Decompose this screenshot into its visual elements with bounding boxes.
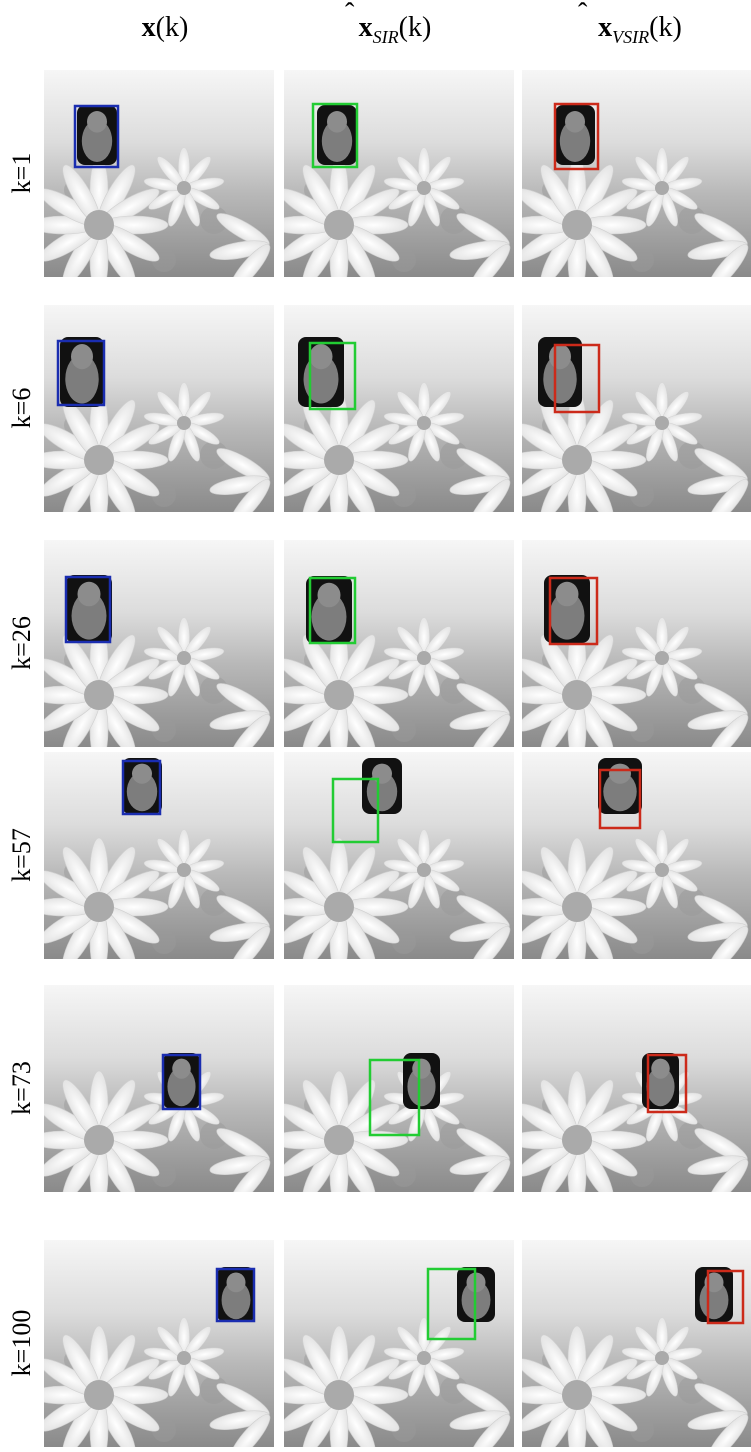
rabbit-head: [327, 111, 347, 133]
rabbit-head: [227, 1273, 246, 1293]
scene-image: [508, 985, 751, 1211]
image-cell: [270, 985, 515, 1211]
rabbit-head: [78, 582, 101, 606]
scene-image: [508, 70, 751, 296]
scene-image: [508, 540, 751, 766]
row-label: k=6: [7, 388, 36, 429]
image-cell: [30, 70, 275, 296]
row-label: k=100: [7, 1310, 36, 1377]
image-cell: [30, 540, 275, 766]
image-cell: [270, 752, 515, 978]
scene-image: [270, 70, 515, 296]
rabbit-head: [372, 764, 392, 784]
image-cell: [508, 305, 751, 531]
scene-image: [30, 985, 275, 1211]
rabbit-head: [549, 344, 571, 369]
rabbit-head: [318, 583, 341, 607]
scene-image: [30, 70, 275, 296]
scene-image: [270, 985, 515, 1211]
rabbit-head: [651, 1059, 670, 1079]
column-header: x(k): [142, 12, 189, 43]
image-cell: [508, 1240, 751, 1452]
rabbit-head: [609, 764, 631, 784]
header-subscript: VSIR: [612, 27, 649, 47]
header-symbol: x: [598, 12, 612, 43]
image-cell: [270, 540, 515, 766]
image-cell: [30, 985, 275, 1211]
rabbit-head: [172, 1059, 191, 1079]
rabbit-head: [71, 344, 93, 369]
scene-image: [30, 540, 275, 766]
header-argument: (k): [649, 12, 682, 43]
hat: ˆ: [345, 0, 355, 29]
image-cell: [30, 752, 275, 978]
row-label: k=26: [7, 616, 36, 670]
header-subscript: SIR: [373, 27, 399, 47]
image-cell: [270, 70, 515, 296]
rabbit-head: [87, 111, 107, 133]
image-cell: [270, 1240, 515, 1452]
rabbit-head: [132, 764, 152, 784]
figure: x(k)xSIR(k)ˆxVSIR(k)ˆ k=1k=6k=26k=57k=73…: [0, 0, 751, 1452]
header-symbol: x: [142, 12, 156, 43]
rabbit-head: [556, 582, 579, 606]
row-label: k=73: [7, 1061, 36, 1115]
hat: ˆ: [578, 0, 588, 29]
rabbit-head: [310, 344, 333, 369]
header-symbol: x: [359, 12, 373, 43]
header-argument: (k): [156, 12, 189, 43]
image-cell: [270, 305, 515, 531]
image-cell: [30, 1240, 275, 1452]
row-label: k=57: [7, 828, 36, 882]
image-cell: [508, 540, 751, 766]
rabbit-head: [412, 1059, 431, 1079]
page: x(k)xSIR(k)ˆxVSIR(k)ˆ k=1k=6k=26k=57k=73…: [0, 0, 751, 1452]
column-header: xSIR(k): [359, 12, 432, 47]
image-cell: [508, 985, 751, 1211]
column-header: xVSIR(k): [598, 12, 682, 47]
image-cell: [508, 752, 751, 978]
image-cell: [508, 70, 751, 296]
image-cell: [30, 305, 275, 531]
image-grid: k=1 k=6 k=26 k=57 k=73 k=100: [7, 70, 751, 1452]
row-label: k=1: [7, 153, 36, 194]
rabbit-head: [565, 111, 585, 133]
scene-image: [270, 540, 515, 766]
header-argument: (k): [399, 12, 432, 43]
